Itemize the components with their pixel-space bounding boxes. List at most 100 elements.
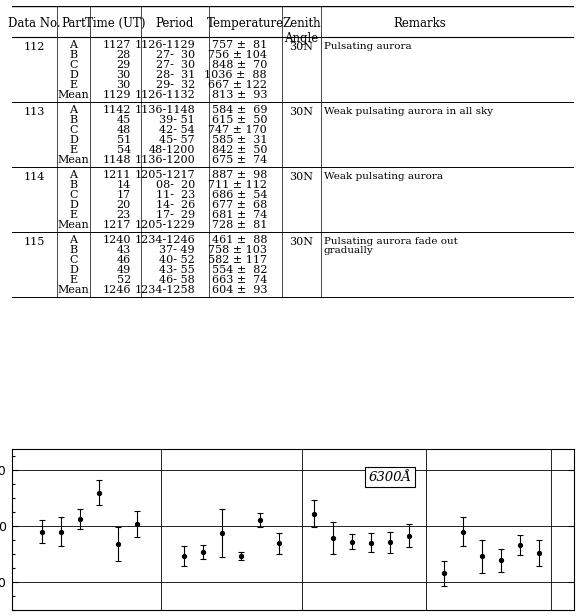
Text: 667 ± 122: 667 ± 122 [208,80,267,90]
Text: 11-  23: 11- 23 [156,190,195,200]
Text: 30N: 30N [289,42,313,52]
Text: 758 ± 103: 758 ± 103 [208,245,267,255]
Text: 1142: 1142 [103,105,131,115]
Text: 848 ±  70: 848 ± 70 [212,60,267,70]
Text: 43: 43 [117,245,131,255]
Text: 46: 46 [117,255,131,265]
Text: 28-  31: 28- 31 [156,70,195,80]
Text: Zenith
Angle: Zenith Angle [282,17,321,44]
Text: 48-1200: 48-1200 [148,145,195,155]
Text: 461 ±  88: 461 ± 88 [212,235,267,245]
Text: 1217: 1217 [103,220,131,230]
Text: B: B [70,180,78,190]
Text: E: E [70,210,78,220]
Text: 42- 54: 42- 54 [160,125,195,135]
Text: 1136-1148: 1136-1148 [134,105,195,115]
Text: 48: 48 [117,125,131,135]
Text: B: B [70,245,78,255]
Text: Pulsating aurora: Pulsating aurora [324,42,411,51]
Text: C: C [69,60,78,70]
Text: Mean: Mean [57,220,89,230]
Text: D: D [69,135,78,145]
Text: 1234-1246: 1234-1246 [134,235,195,245]
Text: E: E [70,80,78,90]
Text: 51: 51 [117,135,131,145]
Text: 1211: 1211 [103,170,131,180]
Text: 14-  26: 14- 26 [156,200,195,210]
Text: 45: 45 [117,115,131,125]
Text: 08-  20: 08- 20 [156,180,195,190]
Text: 30N: 30N [289,237,313,247]
Text: Remarks: Remarks [393,17,446,30]
Text: 54: 54 [117,145,131,155]
Text: 27-  30: 27- 30 [156,60,195,70]
Text: 681 ±  74: 681 ± 74 [212,210,267,220]
Text: 30N: 30N [289,107,313,117]
Text: 663 ±  74: 663 ± 74 [212,275,267,285]
Text: 1205-1217: 1205-1217 [135,170,195,180]
Text: A: A [70,105,78,115]
Text: 1036 ±  88: 1036 ± 88 [204,70,267,80]
Text: Temperature: Temperature [206,17,284,30]
Text: 20: 20 [117,200,131,210]
Text: 1234-1258: 1234-1258 [134,285,195,295]
Text: 1205-1229: 1205-1229 [134,220,195,230]
Text: 30N: 30N [289,172,313,182]
Text: 711 ± 112: 711 ± 112 [208,180,267,190]
Text: 115: 115 [23,237,45,247]
Text: Part: Part [61,17,86,30]
Text: 49: 49 [117,265,131,275]
Text: 1129: 1129 [103,90,131,100]
Text: 582 ± 117: 582 ± 117 [208,255,267,265]
Text: 585 ±  31: 585 ± 31 [212,135,267,145]
Text: D: D [69,70,78,80]
Text: 1246: 1246 [103,285,131,295]
Text: 114: 114 [23,172,45,182]
Text: 686 ±  54: 686 ± 54 [212,190,267,200]
Text: 14: 14 [117,180,131,190]
Text: Data No.: Data No. [8,17,60,30]
Text: 728 ±  81: 728 ± 81 [212,220,267,230]
Text: 615 ±  50: 615 ± 50 [212,115,267,125]
Text: B: B [70,115,78,125]
Text: 28: 28 [117,50,131,60]
Text: 40- 52: 40- 52 [160,255,195,265]
Text: 30: 30 [117,70,131,80]
Text: 46- 58: 46- 58 [160,275,195,285]
Text: 45- 57: 45- 57 [160,135,195,145]
Text: 887 ±  98: 887 ± 98 [212,170,267,180]
Text: 1126-1129: 1126-1129 [134,40,195,50]
Text: Mean: Mean [57,90,89,100]
Text: 43- 55: 43- 55 [160,265,195,275]
Text: 675 ±  74: 675 ± 74 [212,155,267,165]
Text: 23: 23 [117,210,131,220]
Text: D: D [69,200,78,210]
Text: 1148: 1148 [103,155,131,165]
Text: 604 ±  93: 604 ± 93 [212,285,267,295]
Text: 1240: 1240 [103,235,131,245]
Text: 747 ± 170: 747 ± 170 [208,125,267,135]
Text: 29-  32: 29- 32 [156,80,195,90]
Text: 1136-1200: 1136-1200 [134,155,195,165]
Text: 30: 30 [117,80,131,90]
Text: Period: Period [155,17,194,30]
Text: Mean: Mean [57,285,89,295]
Text: 37- 49: 37- 49 [160,245,195,255]
Text: Weak pulsating aurora in all sky: Weak pulsating aurora in all sky [324,107,493,116]
Text: Time (UT): Time (UT) [85,17,146,30]
Text: A: A [70,170,78,180]
Text: A: A [70,235,78,245]
Text: 1126-1132: 1126-1132 [134,90,195,100]
Text: A: A [70,40,78,50]
Text: 813 ±  93: 813 ± 93 [212,90,267,100]
Text: 842 ±  50: 842 ± 50 [212,145,267,155]
Text: 27-  30: 27- 30 [156,50,195,60]
Text: 39- 51: 39- 51 [160,115,195,125]
Text: 52: 52 [117,275,131,285]
Text: B: B [70,50,78,60]
Text: 1127: 1127 [103,40,131,50]
Text: D: D [69,265,78,275]
Text: 677 ±  68: 677 ± 68 [212,200,267,210]
Text: E: E [70,275,78,285]
Text: 757 ±  81: 757 ± 81 [212,40,267,50]
